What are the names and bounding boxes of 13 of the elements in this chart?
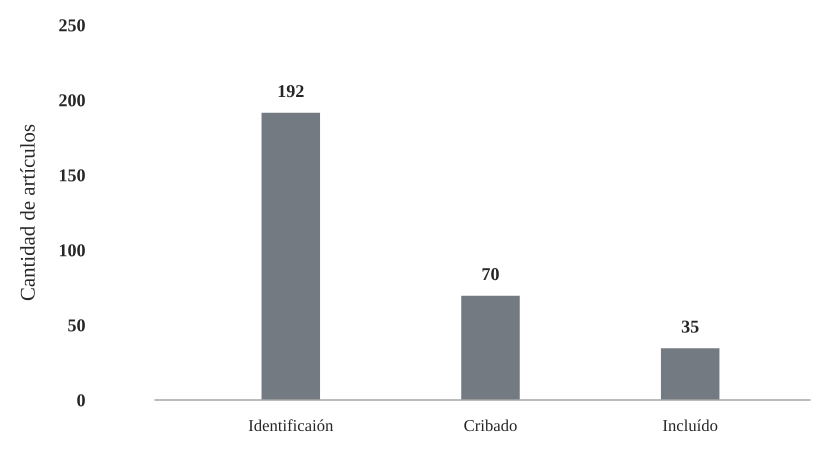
y-tick-label: 0 <box>77 394 85 406</box>
x-tick-label: Cribado <box>464 419 517 432</box>
y-tick-label: 200 <box>59 94 85 106</box>
data-label: 70 <box>482 268 499 280</box>
y-axis-title: Cantidad de artículos <box>20 124 35 300</box>
y-tick-label: 250 <box>59 19 85 32</box>
y-tick-label: 150 <box>60 169 85 182</box>
y-tick-label: 50 <box>68 319 85 332</box>
x-tick-label: Identificaión <box>248 419 334 432</box>
y-tick-label: 100 <box>60 244 85 256</box>
data-label: 35 <box>682 320 699 333</box>
data-label: 192 <box>278 85 304 98</box>
x-tick-label: Incluído <box>663 419 718 432</box>
